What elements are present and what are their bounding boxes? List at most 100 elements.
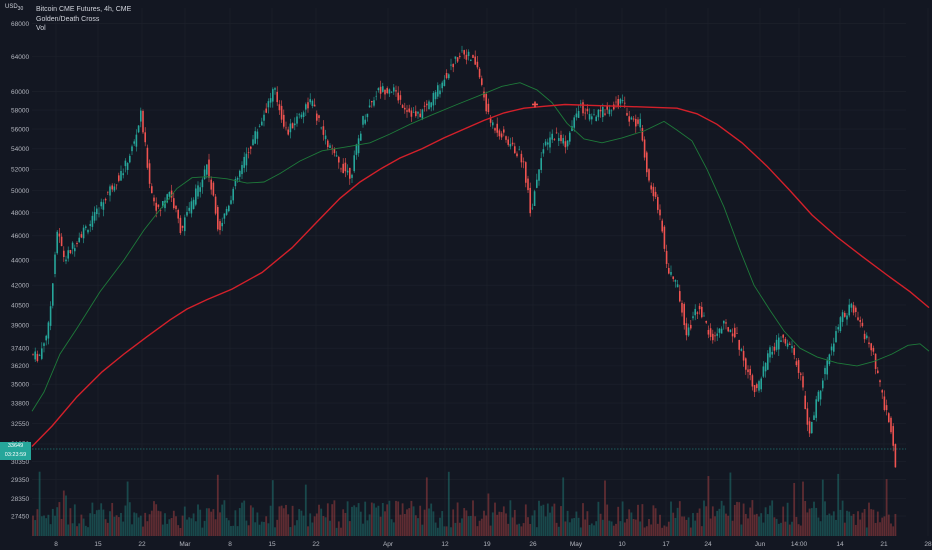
- volume-bar: [513, 509, 516, 536]
- candle-body: [118, 175, 120, 181]
- volume-bar: [159, 511, 162, 536]
- volume-bar: [157, 510, 160, 536]
- volume-bar: [395, 500, 397, 536]
- volume-bar: [203, 520, 206, 536]
- candle-body: [736, 333, 738, 334]
- x-tick-label: Apr: [383, 541, 394, 548]
- volume-bar: [320, 508, 323, 536]
- candle-body: [872, 347, 875, 352]
- volume-bar: [172, 510, 175, 536]
- death-cross-marker: [532, 101, 538, 108]
- candle-body: [641, 127, 644, 141]
- candle-body: [608, 109, 611, 115]
- x-tick-label: 14: [836, 541, 844, 548]
- time-axis[interactable]: 8 15 22 Mar 8 15 22 Apr 12 19 26 May 10 17 24 Jun 14:00 1…: [54, 541, 932, 548]
- candle-body: [716, 333, 718, 336]
- symbol-title[interactable]: Bitcoin CME Futures, 4h, CME: [36, 6, 132, 13]
- candle-body: [184, 217, 186, 232]
- volume-bar: [749, 507, 752, 536]
- candle-body: [276, 91, 278, 103]
- candle-body: [674, 280, 677, 282]
- candle-body: [254, 131, 256, 144]
- candle-body: [604, 113, 606, 115]
- candle-body: [307, 102, 309, 109]
- candle-body: [201, 179, 204, 188]
- volume-bar: [408, 508, 411, 536]
- candle-body: [613, 104, 615, 110]
- volume-bar: [665, 526, 668, 536]
- candle-body: [351, 174, 353, 178]
- candle-body: [93, 212, 96, 221]
- volume-bar: [379, 516, 382, 536]
- volume-bar: [518, 523, 521, 536]
- candle-body: [786, 343, 789, 347]
- volume-bar: [542, 504, 545, 536]
- candle-body: [828, 354, 831, 365]
- volume-bar: [674, 517, 677, 536]
- candle-body: [562, 138, 564, 144]
- candle-body: [549, 137, 551, 148]
- volume-bar: [775, 518, 778, 536]
- volume-bar: [271, 480, 274, 536]
- volume-bar: [863, 509, 866, 536]
- volume-bar: [465, 510, 468, 536]
- candle-body: [879, 380, 881, 383]
- volume-bar: [122, 521, 125, 536]
- candle-body: [208, 159, 210, 178]
- candle-body: [373, 100, 375, 106]
- candle-body: [791, 346, 793, 349]
- x-tick-label: 24: [704, 541, 712, 548]
- y-tick-label: 30350: [11, 459, 29, 466]
- candle-body: [569, 132, 571, 142]
- candle-body: [496, 123, 498, 133]
- candle-body: [894, 444, 897, 468]
- volume-bar: [95, 510, 98, 536]
- volume-bar: [73, 504, 76, 536]
- indicator-golden-death-cross[interactable]: Golden/Death Cross: [36, 15, 100, 23]
- candle-body: [481, 78, 483, 85]
- volume-bar: [428, 508, 430, 536]
- volume-bar: [263, 521, 265, 536]
- candle-body: [322, 126, 325, 135]
- volume-bar: [425, 477, 428, 536]
- candle-body: [177, 209, 179, 219]
- candle-body: [632, 118, 635, 120]
- volume-bar: [725, 513, 727, 536]
- volume-bar: [221, 504, 224, 536]
- volume-bar: [667, 521, 670, 536]
- indicator-volume[interactable]: Vol: [36, 25, 46, 32]
- volume-bar: [340, 527, 342, 536]
- volume-bar: [450, 527, 452, 536]
- volume-bar: [788, 524, 791, 536]
- candle-body: [377, 88, 380, 91]
- candle-body: [298, 114, 300, 116]
- volume-bar: [575, 511, 578, 536]
- candle-body: [434, 92, 437, 100]
- volume-bar: [634, 519, 637, 536]
- candle-body: [428, 101, 430, 110]
- candle-body: [712, 333, 714, 341]
- candle-body: [848, 304, 850, 316]
- candle-body: [265, 108, 267, 113]
- candle-body: [558, 138, 560, 141]
- volume-bar: [621, 501, 624, 536]
- x-tick-label: 22: [138, 541, 146, 548]
- candle-body: [687, 327, 690, 336]
- volume-bar: [630, 512, 633, 536]
- volume-bar: [155, 504, 158, 536]
- candle-body: [366, 113, 369, 118]
- candle-body: [192, 199, 195, 209]
- candle-body: [353, 155, 355, 172]
- price-axis[interactable]: 68000 64000 60000 58000 56000 54000 52000 50000…: [11, 21, 29, 520]
- candle-body: [342, 163, 344, 174]
- volume-bar: [742, 503, 745, 536]
- candle-body: [606, 106, 608, 110]
- candle-body: [780, 340, 782, 342]
- candle-body: [778, 337, 780, 350]
- volume-bar: [500, 512, 503, 536]
- candle-body: [181, 225, 184, 228]
- candle-body: [518, 149, 520, 151]
- volume-bar: [491, 512, 494, 536]
- volume-bar: [586, 511, 589, 536]
